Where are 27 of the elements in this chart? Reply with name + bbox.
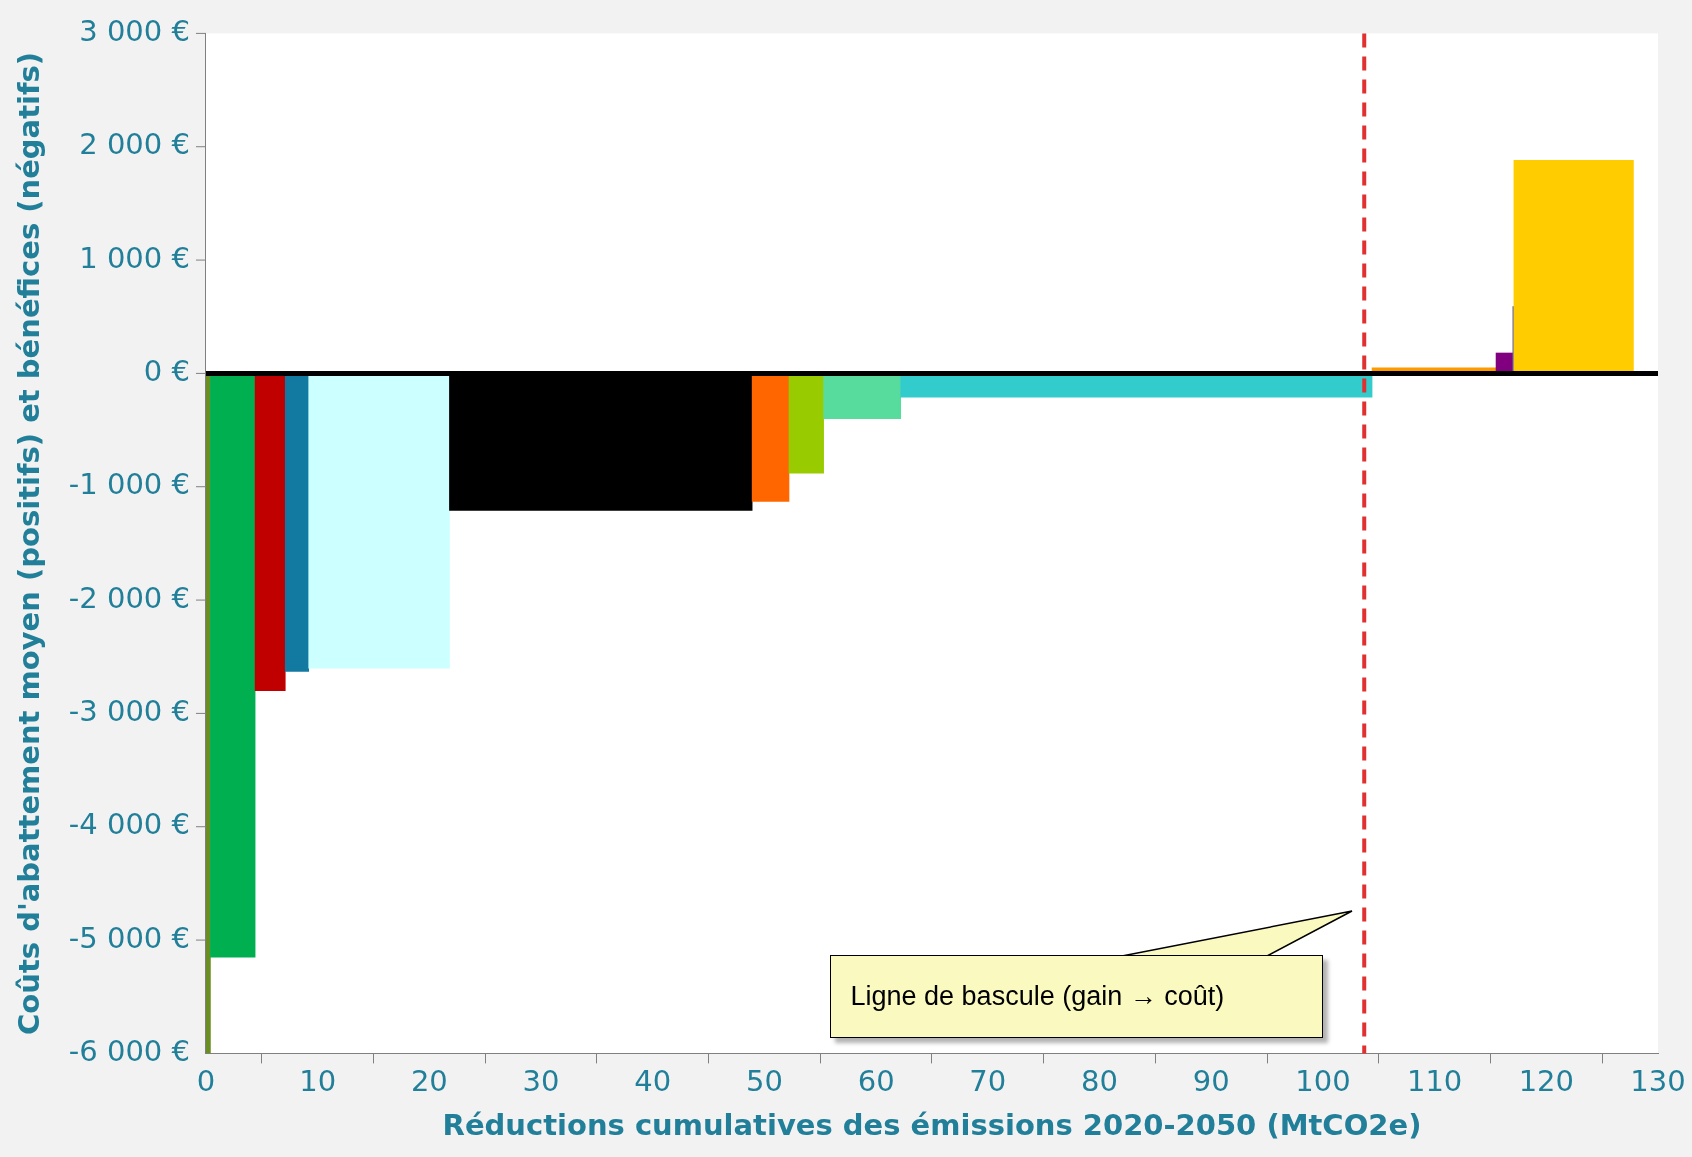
y-tick-label: -3 000 € <box>68 693 190 728</box>
y-tick-label: 2 000 € <box>79 127 190 162</box>
x-tick-label: 10 <box>299 1064 337 1099</box>
y-axis-title: Coûts d'abattement moyen (positifs) et bénéfices (négatifs) <box>11 51 46 1035</box>
x-tick-label: 30 <box>522 1064 560 1099</box>
x-axis-title: Réductions cumulatives des émissions 2020-2050 (MtCO2e) <box>442 1108 1422 1143</box>
x-tick-label: 20 <box>410 1064 448 1099</box>
x-tick-label: 70 <box>969 1064 1007 1099</box>
x-tick-label: 60 <box>857 1064 895 1099</box>
x-tick-label: 130 <box>1630 1064 1686 1099</box>
y-tick-label: -4 000 € <box>68 807 190 842</box>
y-tick-label: -2 000 € <box>68 580 190 615</box>
x-tick-label: 50 <box>745 1064 783 1099</box>
x-tick-label: 100 <box>1295 1064 1351 1099</box>
y-tick-label: -5 000 € <box>68 920 190 955</box>
x-tick-label: 110 <box>1406 1064 1463 1099</box>
y-tick-label: 3 000 € <box>79 13 190 48</box>
x-tick-label: 80 <box>1081 1064 1118 1099</box>
x-tick-label: 120 <box>1518 1064 1574 1099</box>
annotation: Ligne de bascule (gain → coût) <box>850 980 1225 1012</box>
y-tick-label: -1 000 € <box>68 467 190 502</box>
x-tick-label: 90 <box>1192 1064 1230 1099</box>
x-tick-label: 40 <box>634 1064 672 1099</box>
y-tick-label: 0 € <box>143 353 190 388</box>
y-tick-label: -6 000 € <box>68 1033 190 1068</box>
y-tick-label: 1 000 € <box>79 240 190 275</box>
x-tick-label: 0 <box>196 1064 216 1099</box>
